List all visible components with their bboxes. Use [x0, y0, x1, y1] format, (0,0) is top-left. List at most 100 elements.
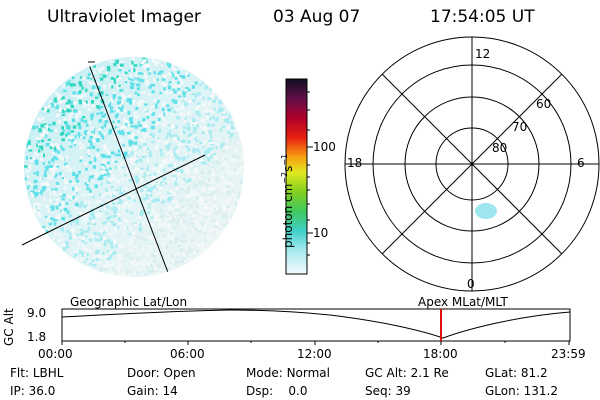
image-pixel	[117, 206, 121, 210]
image-pixel	[193, 92, 197, 96]
image-pixel	[71, 136, 76, 141]
image-pixel	[115, 244, 118, 248]
image-pixel	[74, 219, 79, 222]
image-pixel	[224, 199, 229, 202]
image-pixel	[61, 138, 65, 142]
image-pixel	[213, 98, 216, 102]
image-pixel	[148, 68, 152, 72]
image-pixel	[127, 154, 131, 158]
image-pixel	[143, 174, 146, 179]
image-pixel	[102, 144, 106, 148]
image-pixel	[220, 197, 223, 201]
image-pixel	[66, 244, 69, 249]
image-pixel	[150, 125, 155, 130]
image-pixel	[35, 125, 39, 129]
image-pixel	[103, 84, 106, 89]
image-pixel	[41, 117, 45, 120]
image-pixel	[123, 226, 127, 231]
image-pixel	[118, 138, 123, 142]
image-pixel	[161, 64, 164, 67]
image-pixel	[241, 153, 244, 156]
image-pixel	[143, 90, 146, 94]
image-pixel	[209, 154, 213, 159]
image-pixel	[55, 216, 59, 220]
image-pixel	[90, 179, 94, 182]
image-pixel	[89, 189, 92, 193]
image-pixel	[142, 117, 146, 122]
image-pixel	[194, 146, 197, 149]
image-pixel	[68, 138, 72, 141]
image-pixel	[61, 84, 65, 88]
image-pixel	[209, 170, 212, 173]
image-pixel	[187, 126, 191, 130]
image-pixel	[140, 139, 143, 142]
image-pixel	[124, 78, 128, 82]
image-pixel	[94, 134, 97, 139]
colorbar-unit-label: photon cm−2s−1	[280, 153, 295, 248]
image-pixel	[139, 199, 142, 204]
image-pixel	[228, 217, 232, 221]
image-pixel	[181, 187, 185, 191]
image-pixel	[202, 181, 206, 185]
image-pixel	[179, 77, 182, 82]
image-pixel	[74, 253, 78, 257]
image-pixel	[165, 272, 169, 276]
image-pixel	[216, 184, 221, 188]
image-pixel	[140, 243, 144, 246]
image-pixel	[128, 123, 131, 126]
image-pixel	[180, 105, 185, 110]
image-pixel	[96, 102, 99, 105]
image-pixel	[207, 196, 211, 200]
image-pixel	[215, 222, 218, 225]
image-pixel	[239, 165, 244, 169]
image-pixel	[75, 221, 80, 225]
image-pixel	[204, 149, 209, 154]
image-pixel	[181, 75, 186, 79]
image-pixel	[156, 136, 159, 140]
image-pixel	[143, 71, 146, 76]
image-pixel	[151, 269, 156, 272]
image-pixel	[153, 216, 156, 220]
image-pixel	[163, 234, 166, 238]
image-pixel	[152, 238, 157, 241]
image-pixel	[143, 108, 148, 112]
image-pixel	[220, 108, 225, 112]
image-pixel	[93, 232, 97, 235]
image-pixel	[133, 64, 137, 67]
image-pixel	[154, 121, 159, 125]
image-pixel	[147, 223, 151, 226]
image-pixel	[83, 247, 87, 251]
image-pixel	[48, 220, 52, 223]
image-pixel	[100, 163, 105, 166]
image-pixel	[187, 154, 190, 158]
image-pixel	[175, 148, 179, 151]
image-pixel	[162, 75, 167, 79]
image-pixel	[112, 222, 117, 227]
image-pixel	[111, 151, 115, 155]
image-pixel	[64, 181, 69, 184]
image-pixel	[211, 160, 215, 165]
image-pixel	[233, 168, 237, 172]
image-pixel	[219, 180, 223, 183]
image-pixel	[206, 149, 211, 154]
image-pixel	[214, 197, 217, 201]
image-pixel	[24, 177, 27, 181]
image-pixel	[160, 214, 164, 219]
image-pixel	[205, 203, 209, 207]
colorbar-tick-100: 100	[313, 140, 336, 154]
image-pixel	[163, 141, 167, 144]
image-pixel	[124, 123, 128, 127]
image-pixel	[138, 215, 142, 220]
image-pixel	[151, 175, 155, 179]
image-pixel	[219, 106, 222, 109]
image-pixel	[145, 113, 150, 116]
image-pixel	[163, 112, 166, 116]
image-pixel	[99, 270, 102, 273]
image-pixel	[204, 139, 207, 143]
image-pixel	[167, 163, 171, 166]
image-pixel	[175, 108, 180, 111]
image-pixel	[205, 207, 210, 210]
image-pixel	[229, 136, 233, 139]
image-pixel	[148, 275, 153, 277]
image-pixel	[91, 100, 94, 104]
